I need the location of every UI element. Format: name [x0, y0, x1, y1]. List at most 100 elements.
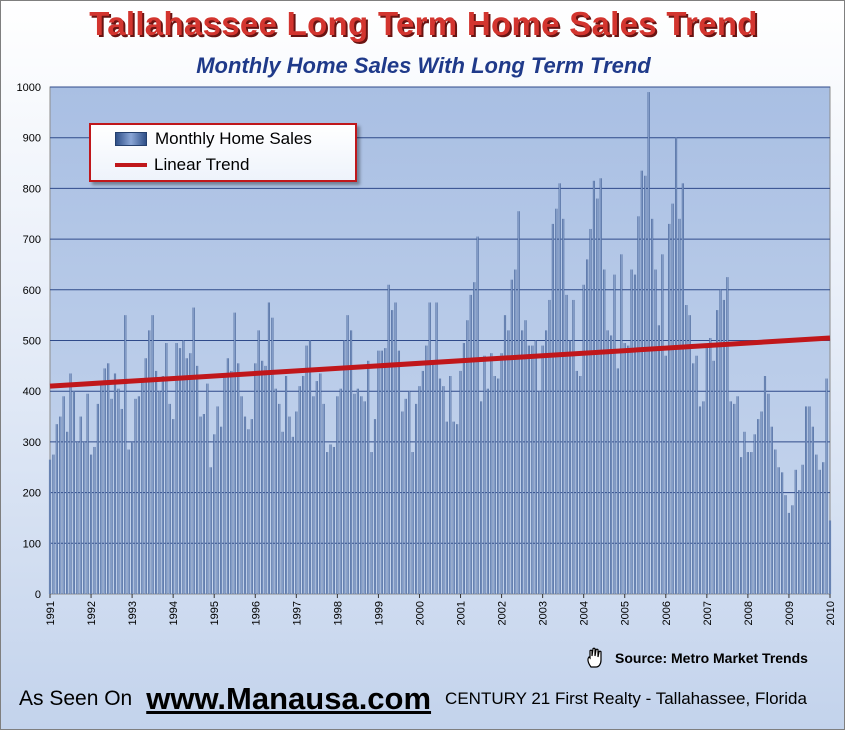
bar	[435, 302, 438, 594]
y-tick-label: 400	[23, 386, 41, 398]
bar	[216, 406, 219, 594]
bar	[326, 452, 329, 594]
bar	[603, 269, 606, 594]
bar	[620, 254, 623, 594]
bar	[681, 183, 684, 594]
bar	[62, 396, 65, 594]
bar	[770, 426, 773, 594]
bar	[131, 441, 134, 594]
bar	[575, 370, 578, 594]
bar	[226, 358, 229, 594]
x-tick-label: 2002	[497, 601, 509, 625]
bar	[466, 320, 469, 594]
bar	[397, 350, 401, 594]
footer: As Seen On www.Manausa.com CENTURY 21 Fi…	[19, 677, 834, 721]
bar	[469, 294, 472, 594]
bar	[185, 358, 188, 594]
y-tick-label: 500	[23, 336, 41, 348]
bar	[719, 289, 722, 594]
bar	[237, 363, 240, 594]
x-tick-label: 2009	[784, 601, 796, 625]
trend-line	[49, 335, 831, 389]
x-tick-label: 2004	[579, 601, 591, 625]
bar	[343, 340, 346, 594]
bar	[562, 218, 565, 594]
bar	[408, 391, 411, 594]
bar	[213, 434, 216, 594]
bar	[582, 284, 585, 594]
bar	[120, 408, 123, 594]
bar	[822, 462, 825, 594]
bar	[113, 373, 117, 594]
y-tick-label: 700	[23, 234, 41, 246]
bar	[579, 375, 582, 594]
bar	[825, 378, 828, 594]
bar	[712, 360, 715, 594]
bar	[189, 353, 192, 594]
bar	[739, 457, 743, 594]
bar	[202, 414, 206, 594]
bar	[172, 419, 175, 594]
bar	[695, 355, 698, 594]
bar-series	[48, 92, 832, 595]
x-tick-label: 2007	[702, 601, 714, 625]
bar	[284, 375, 288, 594]
bar	[572, 299, 575, 594]
bar	[544, 330, 548, 594]
bar	[271, 317, 274, 594]
bar	[76, 441, 79, 594]
bar	[726, 277, 729, 594]
bar	[753, 434, 756, 594]
bar	[774, 449, 777, 594]
bar	[685, 305, 688, 594]
bar	[158, 391, 161, 594]
bar	[127, 449, 130, 594]
bar	[473, 282, 476, 594]
x-tick-label: 1993	[127, 601, 139, 625]
x-tick-label: 1999	[373, 601, 385, 625]
x-tick-label: 1992	[86, 601, 98, 625]
bar	[534, 340, 537, 594]
bar	[367, 360, 370, 594]
bar	[651, 218, 654, 594]
bar	[151, 315, 154, 594]
bar	[308, 340, 312, 594]
x-tick-label: 1994	[168, 601, 180, 625]
bar	[794, 469, 797, 594]
bar	[722, 299, 726, 594]
bar	[250, 419, 253, 594]
bar	[828, 520, 832, 594]
footer-as-seen: As Seen On	[19, 687, 133, 710]
bar	[349, 330, 353, 594]
bar	[144, 358, 147, 594]
bar	[606, 330, 609, 594]
bar	[425, 345, 428, 594]
bar	[291, 436, 294, 594]
x-tick-label: 1995	[209, 601, 221, 625]
bar	[66, 431, 69, 594]
bar	[483, 355, 486, 594]
bar	[599, 178, 602, 594]
bar	[452, 421, 455, 594]
y-tick-label: 900	[23, 133, 41, 145]
bar	[421, 370, 424, 594]
bar	[767, 393, 770, 594]
footer-site-link[interactable]: www.Manausa.com	[146, 681, 432, 716]
bar	[609, 335, 613, 594]
bar	[356, 388, 359, 594]
bar	[787, 512, 791, 594]
bar	[206, 383, 209, 594]
bar	[134, 398, 137, 594]
footer-company: CENTURY 21 First Realty - Tallahassee, F…	[445, 689, 807, 708]
y-tick-label: 1000	[17, 82, 41, 94]
bar	[705, 345, 708, 594]
x-tick-label: 2000	[414, 601, 426, 625]
bar	[233, 312, 236, 594]
x-axis-ticks: 1991 1992 1993 1994 1995 1996 1997 1998 1999 2000…	[45, 594, 837, 625]
bar	[52, 454, 55, 594]
bar	[154, 370, 158, 594]
legend-item-trend: Linear Trend	[115, 154, 249, 176]
bar	[493, 375, 496, 594]
bar	[698, 406, 702, 594]
bar	[476, 236, 479, 594]
